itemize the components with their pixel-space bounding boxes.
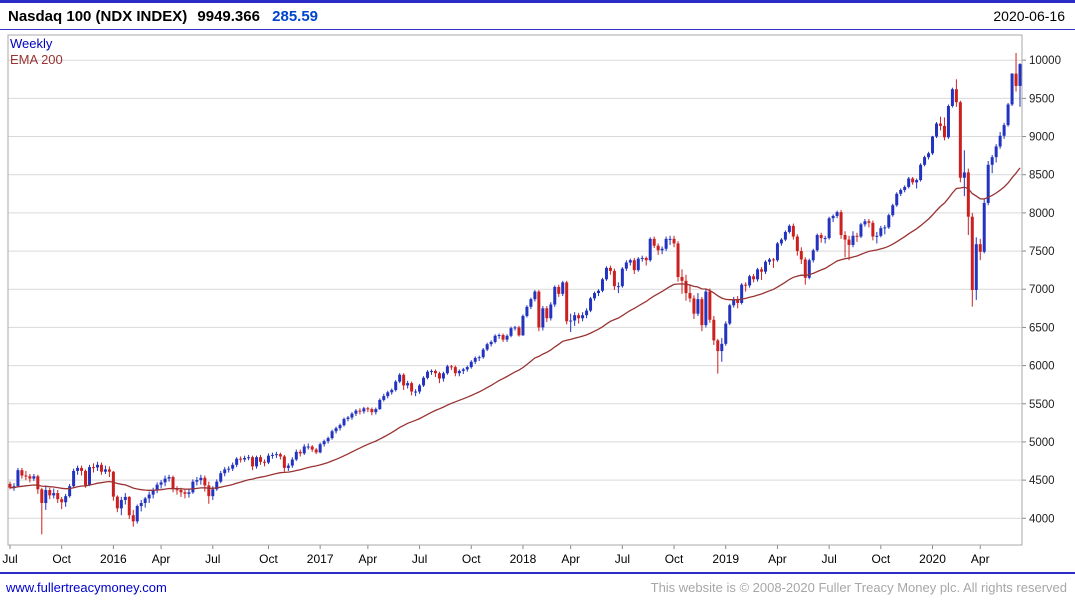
svg-text:Apr: Apr [561,552,580,566]
chart-header: Nasdaq 100 (NDX INDEX) 9949.366 285.59 2… [0,0,1075,30]
svg-text:Jul: Jul [412,552,427,566]
svg-text:2019: 2019 [712,552,739,566]
last-price: 9949.366 [197,7,260,25]
svg-text:Jul: Jul [205,552,220,566]
svg-text:6000: 6000 [1029,361,1055,373]
svg-text:4000: 4000 [1029,513,1055,525]
svg-text:10000: 10000 [1029,55,1061,67]
svg-text:4500: 4500 [1029,475,1055,487]
candles-layer [8,53,1022,535]
svg-text:Apr: Apr [971,552,990,566]
chart-area: 4000 4500 5000 5500 6000 6500 7000 7500 8000 8500… [0,30,1075,572]
svg-text:Oct: Oct [52,552,71,566]
instrument-title-block: Nasdaq 100 (NDX INDEX) 9949.366 285.59 [0,8,318,25]
svg-text:7000: 7000 [1029,284,1055,296]
y-axis: 4000 4500 5000 5500 6000 6500 7000 7500 8000 8500… [8,55,1061,525]
svg-text:Oct: Oct [259,552,278,566]
svg-text:2018: 2018 [510,552,537,566]
svg-text:5000: 5000 [1029,437,1055,449]
svg-text:8000: 8000 [1029,208,1055,220]
svg-text:Jul: Jul [2,552,17,566]
svg-text:8500: 8500 [1029,170,1055,182]
svg-text:Apr: Apr [359,552,378,566]
svg-text:2016: 2016 [100,552,127,566]
svg-text:Apr: Apr [768,552,787,566]
svg-text:6500: 6500 [1029,322,1055,334]
svg-text:2017: 2017 [307,552,334,566]
x-axis: Jul Oct 2016 Apr Jul Oct 2017 Apr Jul Oct 2018 Apr J… [2,545,990,566]
svg-text:Oct: Oct [462,552,481,566]
svg-text:Oct: Oct [871,552,890,566]
legend-ema-200: EMA 200 [10,52,63,67]
site-link[interactable]: www.fullertreacymoney.com [6,579,167,595]
instrument-title: Nasdaq 100 (NDX INDEX) [8,7,188,25]
svg-text:Apr: Apr [152,552,171,566]
svg-text:7500: 7500 [1029,246,1055,258]
price-change: 285.59 [272,7,319,25]
chart-footer: www.fullertreacymoney.com This website i… [0,572,1075,600]
svg-text:Jul: Jul [615,552,630,566]
svg-text:Oct: Oct [665,552,684,566]
copyright-text: This website is © 2008-2020 Fuller Treac… [650,579,1067,595]
chart-date: 2020-06-16 [993,8,1065,24]
svg-text:5500: 5500 [1029,399,1055,411]
svg-text:9500: 9500 [1029,93,1055,105]
svg-text:2020: 2020 [919,552,946,566]
legend-timeframe: Weekly [10,36,53,51]
price-chart[interactable]: 4000 4500 5000 5500 6000 6500 7000 7500 8000 8500… [0,30,1075,572]
svg-text:9000: 9000 [1029,132,1055,144]
ema-line [10,167,1021,491]
svg-text:Jul: Jul [821,552,836,566]
